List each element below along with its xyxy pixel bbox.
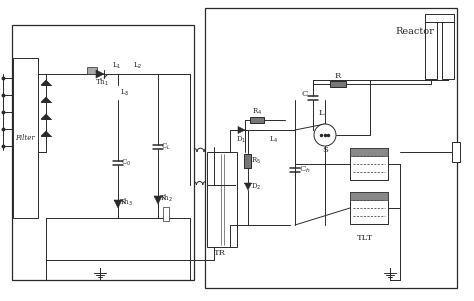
Bar [350,192,388,200]
Bar [350,148,388,180]
Text: Th$_3$: Th$_3$ [119,196,133,208]
Bar [330,81,346,87]
Polygon shape [41,80,51,85]
Polygon shape [96,70,104,78]
Text: C$_L$: C$_L$ [161,142,171,152]
Bar [350,192,388,224]
Text: C$_h$: C$_h$ [299,165,311,175]
Polygon shape [238,126,245,134]
Text: Th$_1$: Th$_1$ [95,76,109,88]
Text: S: S [322,146,328,154]
Text: L$_2$: L$_2$ [133,61,143,71]
Text: C: C [302,90,308,98]
Bar [245,154,252,168]
Bar [442,14,454,79]
Bar [12,25,194,280]
Text: L$_4$: L$_4$ [269,135,279,145]
Polygon shape [41,131,51,136]
Circle shape [314,124,336,146]
Bar [250,117,264,123]
Text: Reactor: Reactor [396,27,435,36]
Text: L$_1$: L$_1$ [112,61,122,71]
Text: R$_4$: R$_4$ [252,107,262,117]
Bar [425,14,437,79]
Bar [163,207,169,221]
Text: Filter: Filter [15,134,35,142]
Bar [13,58,38,218]
Text: C$_0$: C$_0$ [121,158,131,168]
Bar [205,8,457,288]
Text: D$_2$: D$_2$ [251,182,261,192]
Polygon shape [154,196,162,204]
Text: L: L [318,109,324,117]
Bar [87,67,97,74]
Text: D$_1$: D$_1$ [236,135,246,145]
Polygon shape [114,200,122,208]
Text: TLT: TLT [357,234,373,242]
Bar [425,14,454,22]
Text: TR: TR [214,249,226,257]
Text: Th$_2$: Th$_2$ [159,192,173,203]
Polygon shape [245,183,252,190]
Polygon shape [41,114,51,119]
Text: R: R [335,72,341,80]
Text: L$_3$: L$_3$ [120,88,130,98]
Bar [350,148,388,156]
Text: R$_5$: R$_5$ [251,156,261,166]
Polygon shape [41,97,51,102]
Bar [452,142,460,162]
Bar [207,152,237,247]
